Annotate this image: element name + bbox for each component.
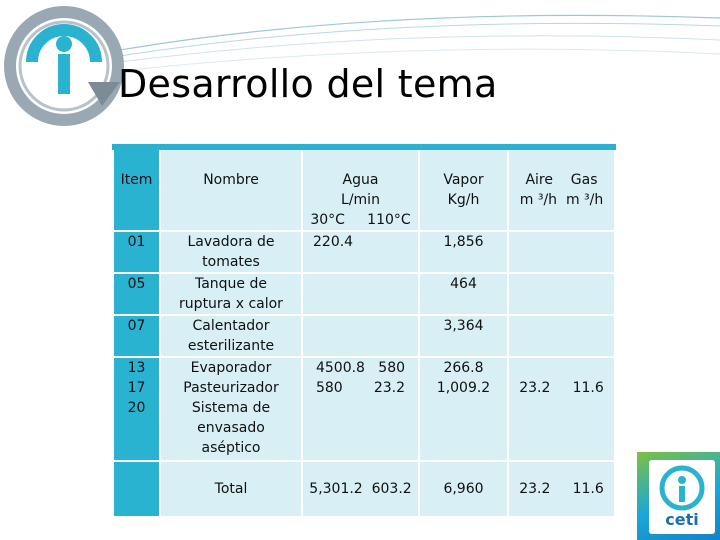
header-wave-decoration [119, 14, 720, 71]
row-nombre: Evaporador Pasteurizador Sistema de enva… [159, 356, 303, 462]
row-nombre: Total [159, 460, 303, 518]
row-item: 01 [112, 230, 161, 274]
header-agua: Agua L/min 30°C 110°C [301, 144, 420, 232]
row-aire-gas [507, 314, 616, 358]
row-agua-value: 580 23.2 [315, 380, 406, 396]
ceti-logo-badge: ceti [637, 452, 720, 540]
row-aire-gas [507, 230, 616, 274]
header-agua-line2: L/min [341, 192, 380, 208]
header-agua-line3: 30°C 110°C [310, 212, 411, 228]
header-vapor-line1: Vapor [443, 172, 484, 188]
header-item-label: Item [120, 172, 153, 188]
row-nombre-line: Sistema de [191, 400, 271, 416]
row-nombre-line: Lavadora de [187, 234, 275, 250]
row-agua-value: 5,301.2 603.2 [309, 481, 412, 497]
row-agua: 5,301.2 603.2 [301, 460, 420, 518]
row-item [112, 460, 161, 518]
header-agua-line1: Agua [342, 172, 379, 188]
ceti-logo-icon [4, 6, 124, 126]
row-nombre-line: Tanque de [194, 276, 267, 292]
row-vapor-value: 266.8 [443, 360, 484, 376]
row-nombre: Tanque de ruptura x calor [159, 272, 303, 316]
row-item: 07 [112, 314, 161, 358]
row-item-code: 01 [127, 234, 146, 250]
row-item: 05 [112, 272, 161, 316]
table-row-total: Total 5,301.2 603.2 6,960 23.2 11.6 [112, 460, 616, 518]
header-aire-gas-line2: m ³/h m ³/h [519, 192, 604, 208]
row-agua-value: 4500.8 580 [315, 360, 406, 376]
ceti-emblem-icon [659, 465, 705, 511]
ceti-logo-inner: ceti [649, 460, 715, 534]
row-nombre-line: tomates [202, 254, 260, 270]
table-header-row: Item Nombre Agua L/min 30°C 110°C Vapor … [112, 144, 616, 232]
header-nombre: Nombre [159, 144, 303, 232]
row-vapor-value: 1,009.2 [436, 380, 491, 396]
row-nombre: Calentador esterilizante [159, 314, 303, 358]
row-aire-gas [507, 272, 616, 316]
row-nombre-line: Evaporador [190, 360, 272, 376]
table-row: 07 Calentador esterilizante 3,364 [112, 314, 616, 358]
row-agua-value: 220.4 [313, 234, 354, 250]
header-vapor-line2: Kg/h [447, 192, 480, 208]
row-nombre-line: Pasteurizador [183, 380, 279, 396]
row-nombre-line: aséptico [201, 440, 261, 456]
row-nombre-line: esterilizante [187, 338, 275, 354]
row-item-code: 05 [127, 276, 146, 292]
row-nombre: Lavadora de tomates [159, 230, 303, 274]
row-item: 13 17 20 [112, 356, 161, 462]
row-nombre-line: Total [214, 481, 248, 497]
row-agua: 220.4 [301, 230, 420, 274]
header-item: Item [112, 144, 161, 232]
ceti-logo-text: ceti [665, 510, 699, 529]
row-aire-gas: 23.2 11.6 [507, 460, 616, 518]
header-nombre-label: Nombre [203, 172, 259, 188]
table-row: 13 17 20 Evaporador Pasteurizador Sistem… [112, 356, 616, 462]
services-table: Item Nombre Agua L/min 30°C 110°C Vapor … [112, 144, 616, 518]
header-aire-gas-line1: Aire Gas [525, 172, 598, 188]
row-item-code: 13 [127, 360, 146, 376]
row-vapor: 464 [418, 272, 509, 316]
row-vapor: 6,960 [418, 460, 509, 518]
row-nombre-line: ruptura x calor [179, 296, 283, 312]
table-row: 01 Lavadora de tomates 220.4 1,856 [112, 230, 616, 274]
row-vapor: 1,856 [418, 230, 509, 274]
row-vapor-value: 3,364 [443, 318, 484, 334]
table-row: 05 Tanque de ruptura x calor 464 [112, 272, 616, 316]
row-aire-gas: 23.2 11.6 [507, 356, 616, 462]
row-nombre-line: Calentador [192, 318, 270, 334]
row-item-code: 07 [127, 318, 146, 334]
header-aire-gas: Aire Gas m ³/h m ³/h [507, 144, 616, 232]
row-aire-gas-value: 23.2 11.6 [519, 380, 604, 396]
row-agua: 4500.8 580 580 23.2 [301, 356, 420, 462]
row-agua [301, 314, 420, 358]
row-vapor-value: 6,960 [443, 481, 484, 497]
row-vapor: 3,364 [418, 314, 509, 358]
row-vapor-value: 464 [450, 276, 477, 292]
row-vapor: 266.8 1,009.2 [418, 356, 509, 462]
row-aire-gas-value: 23.2 11.6 [519, 481, 604, 497]
row-item-code: 20 [127, 400, 146, 416]
row-item-code: 17 [127, 380, 146, 396]
row-nombre-line: envasado [197, 420, 265, 436]
header-vapor: Vapor Kg/h [418, 144, 509, 232]
row-vapor-value: 1,856 [443, 234, 484, 250]
slide-title: Desarrollo del tema [118, 62, 498, 106]
row-agua [301, 272, 420, 316]
